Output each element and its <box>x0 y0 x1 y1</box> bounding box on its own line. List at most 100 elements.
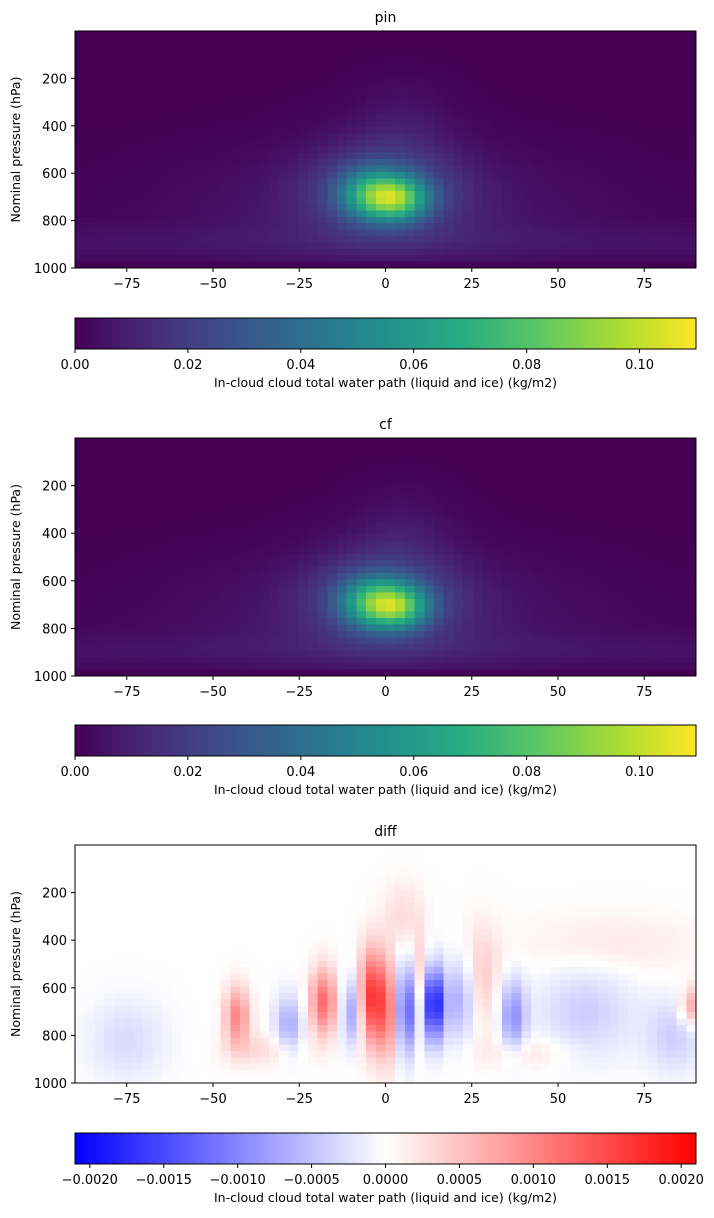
heatmap-cell <box>531 643 542 651</box>
heatmap-cell <box>608 630 619 638</box>
heatmap-cell <box>618 146 629 154</box>
heatmap-cell <box>472 255 484 263</box>
heatmap-cell <box>472 585 484 593</box>
heatmap-cell <box>589 152 600 160</box>
heatmap-cell <box>113 101 125 109</box>
heatmap-cell <box>608 585 619 593</box>
heatmap-cell <box>531 438 542 446</box>
heatmap-cell <box>269 261 280 269</box>
heatmap-cell <box>104 611 115 619</box>
heatmap-cell <box>220 223 231 231</box>
heatmap-cell <box>123 101 134 109</box>
heatmap-cell <box>511 598 522 606</box>
heatmap-cell <box>220 630 231 638</box>
heatmap-cell <box>220 197 231 205</box>
heatmap-cell <box>463 165 474 173</box>
heatmap-cell <box>104 605 115 613</box>
heatmap-cell <box>501 508 513 516</box>
heatmap-cell <box>540 508 552 516</box>
heatmap-cell <box>346 450 357 458</box>
heatmap-cell <box>637 223 649 231</box>
heatmap-cell <box>317 585 328 593</box>
heatmap-cell <box>201 624 212 632</box>
heatmap-cell <box>230 534 241 542</box>
heatmap-cell <box>628 521 639 529</box>
heatmap-cell <box>666 191 678 199</box>
heatmap-cell <box>618 450 629 458</box>
heatmap-cell <box>434 483 445 491</box>
heatmap-cell <box>598 197 610 205</box>
heatmap-cell <box>511 235 522 243</box>
heatmap-cell <box>560 579 571 587</box>
heatmap-cell <box>113 508 125 516</box>
heatmap-cell <box>550 457 561 465</box>
heatmap-cell <box>210 216 222 224</box>
heatmap-cell <box>142 598 154 606</box>
heatmap-cell <box>259 450 270 458</box>
heatmap-cell <box>598 56 610 64</box>
heatmap-cell <box>259 56 270 64</box>
colorbar-gradient <box>74 724 697 757</box>
heatmap-cell <box>618 573 629 581</box>
heatmap-cell <box>181 463 193 471</box>
heatmap-cell <box>404 851 416 859</box>
heatmap-cell <box>269 470 280 478</box>
heatmap-cell <box>608 547 619 555</box>
heatmap-cell <box>298 248 309 256</box>
heatmap-cell <box>152 521 163 529</box>
heatmap-cell <box>686 579 697 587</box>
heatmap-cell <box>152 579 163 587</box>
heatmap-cell <box>540 573 552 581</box>
heatmap-cell <box>152 566 163 574</box>
heatmap-cell <box>298 184 309 192</box>
heatmap-cell <box>191 515 202 523</box>
heatmap-cell <box>666 579 678 587</box>
heatmap-cell <box>336 528 348 536</box>
heatmap-cell <box>589 495 600 503</box>
heatmap-cell <box>540 43 552 51</box>
heatmap-cell <box>288 82 299 90</box>
heatmap-cell <box>162 592 173 600</box>
heatmap-cell <box>298 573 309 581</box>
heatmap-cell <box>230 624 241 632</box>
heatmap-cell <box>424 534 435 542</box>
heatmap-cell <box>142 547 154 555</box>
heatmap-cell <box>579 534 590 542</box>
heatmap-cell <box>230 553 241 561</box>
heatmap-cell <box>404 191 416 199</box>
heatmap-cell <box>511 489 522 497</box>
heatmap-cell <box>395 178 406 186</box>
heatmap-cell <box>511 566 522 574</box>
heatmap-cell <box>453 171 464 179</box>
heatmap-cell <box>210 127 222 135</box>
heatmap-cell <box>531 261 542 269</box>
heatmap-cell <box>288 470 299 478</box>
heatmap-cell <box>589 566 600 574</box>
heatmap-cell <box>443 444 455 452</box>
heatmap-cell <box>288 127 299 135</box>
heatmap-cell <box>540 579 552 587</box>
heatmap-cell <box>676 463 687 471</box>
heatmap-cell <box>424 37 435 45</box>
heatmap-cell <box>142 508 154 516</box>
heatmap-cell <box>540 560 552 568</box>
heatmap-cell <box>181 107 193 115</box>
heatmap-cell <box>259 216 270 224</box>
heatmap-cell <box>84 50 95 58</box>
heatmap-cell <box>579 216 590 224</box>
heatmap-cell <box>94 63 105 71</box>
heatmap-cell <box>472 88 484 96</box>
heatmap-cell <box>288 242 299 250</box>
heatmap-cell <box>239 223 251 231</box>
heatmap-cell <box>589 463 600 471</box>
heatmap-cell <box>637 611 649 619</box>
heatmap-cell <box>589 450 600 458</box>
heatmap-cell <box>453 261 464 269</box>
heatmap-cell <box>172 63 183 71</box>
heatmap-cell <box>152 139 163 147</box>
heatmap-cell <box>531 598 542 606</box>
heatmap-cell <box>346 82 357 90</box>
heatmap-cell <box>249 547 260 555</box>
heatmap-cell <box>647 528 658 536</box>
heatmap-cell <box>181 248 193 256</box>
